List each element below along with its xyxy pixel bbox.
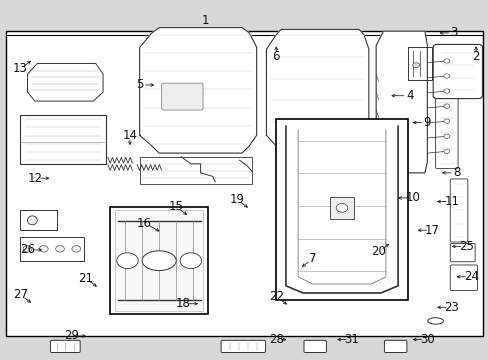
Text: 28: 28	[268, 333, 283, 346]
FancyBboxPatch shape	[140, 157, 251, 184]
FancyBboxPatch shape	[304, 340, 326, 352]
Text: 5: 5	[136, 78, 143, 91]
Text: 24: 24	[463, 270, 478, 283]
Text: 19: 19	[229, 193, 244, 206]
Bar	[329, 197, 353, 219]
Circle shape	[443, 119, 449, 123]
Text: 6: 6	[272, 50, 279, 63]
Circle shape	[443, 104, 449, 108]
FancyBboxPatch shape	[435, 98, 457, 168]
Text: 29: 29	[64, 329, 79, 342]
Circle shape	[412, 63, 419, 68]
Text: 16: 16	[137, 216, 152, 230]
Bar	[20, 116, 105, 164]
Text: 30: 30	[419, 333, 434, 346]
Text: 3: 3	[449, 27, 457, 40]
Ellipse shape	[427, 318, 443, 324]
Text: 7: 7	[308, 252, 316, 265]
Text: 21: 21	[79, 272, 93, 285]
Text: 17: 17	[424, 224, 439, 237]
Text: 8: 8	[452, 166, 459, 179]
FancyBboxPatch shape	[432, 44, 482, 99]
Text: 4: 4	[406, 89, 413, 102]
Text: 11: 11	[443, 195, 458, 208]
Circle shape	[40, 246, 48, 252]
Circle shape	[23, 246, 32, 252]
FancyBboxPatch shape	[161, 83, 203, 110]
Text: 18: 18	[176, 297, 191, 310]
FancyBboxPatch shape	[50, 340, 80, 352]
FancyBboxPatch shape	[384, 340, 406, 352]
Bar	[276, 119, 407, 300]
Bar	[407, 47, 431, 80]
Text: 22: 22	[268, 290, 283, 303]
Text: 12: 12	[27, 172, 42, 185]
Text: 14: 14	[122, 129, 137, 142]
Text: 31: 31	[344, 333, 359, 346]
Text: 1: 1	[202, 14, 209, 27]
Circle shape	[443, 89, 449, 93]
Text: 2: 2	[471, 50, 479, 63]
FancyBboxPatch shape	[221, 340, 265, 352]
Circle shape	[335, 203, 347, 212]
Bar	[115, 211, 203, 311]
FancyBboxPatch shape	[449, 179, 467, 242]
Ellipse shape	[27, 216, 37, 225]
Circle shape	[443, 149, 449, 153]
Text: 15: 15	[168, 201, 183, 213]
Polygon shape	[375, 31, 427, 173]
Text: 25: 25	[458, 240, 473, 253]
Circle shape	[443, 59, 449, 63]
Circle shape	[56, 246, 64, 252]
Text: 9: 9	[423, 116, 430, 129]
Text: 26: 26	[20, 243, 35, 256]
Text: 23: 23	[444, 301, 458, 314]
Text: 13: 13	[13, 62, 28, 75]
Bar	[20, 237, 83, 261]
Circle shape	[117, 253, 138, 269]
Bar	[5, 31, 483, 336]
Bar	[110, 207, 207, 315]
Circle shape	[72, 246, 81, 252]
Polygon shape	[266, 30, 368, 153]
Polygon shape	[27, 63, 103, 101]
Bar	[20, 211, 57, 230]
Text: 20: 20	[370, 245, 385, 258]
Ellipse shape	[142, 251, 176, 271]
Text: 10: 10	[405, 192, 419, 204]
Circle shape	[443, 74, 449, 78]
Circle shape	[443, 134, 449, 138]
FancyBboxPatch shape	[449, 265, 477, 291]
Text: 27: 27	[13, 288, 28, 301]
FancyBboxPatch shape	[449, 243, 474, 262]
Circle shape	[180, 253, 201, 269]
Polygon shape	[140, 28, 256, 153]
